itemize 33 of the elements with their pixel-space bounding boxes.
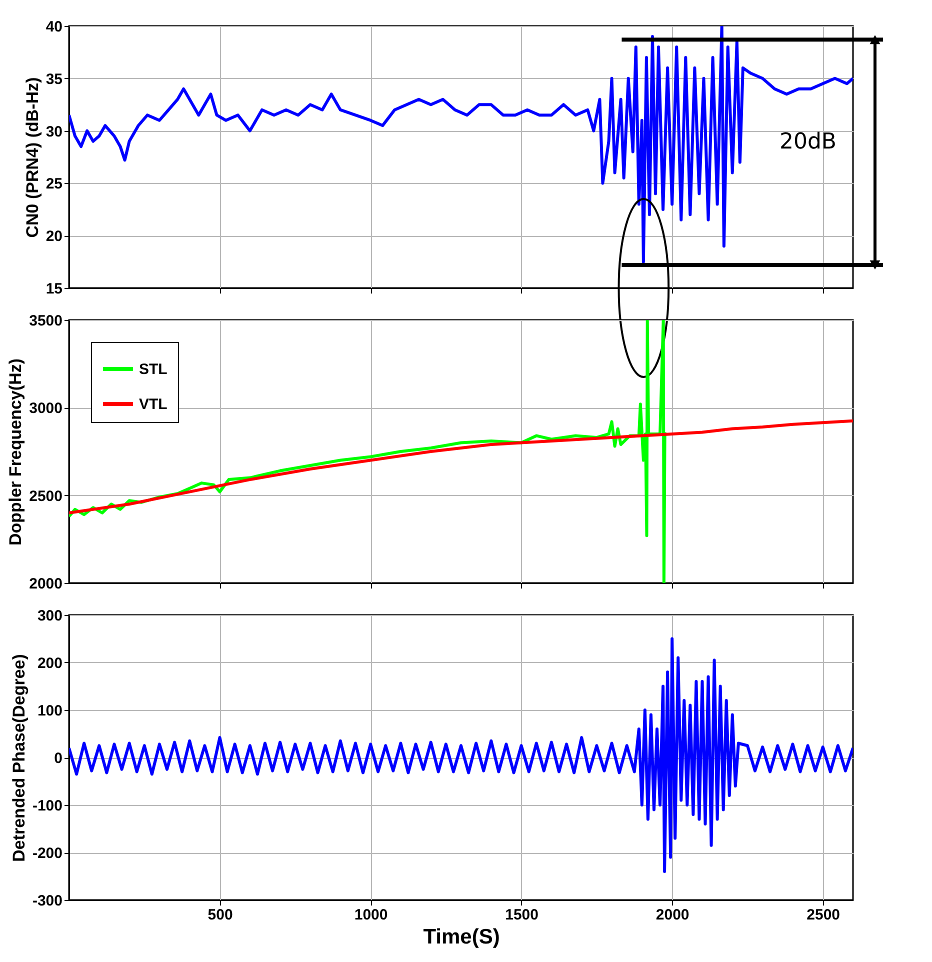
y-tick-label: -100 [32, 798, 62, 814]
y-tick-label: 0 [54, 750, 62, 767]
y-axis-title: CN0 (PRN4) (dB-Hz) [22, 77, 42, 238]
y-tick-label: 20 [46, 228, 62, 246]
y-tick-label: 25 [46, 176, 62, 193]
legend-label: STL [139, 361, 168, 378]
y-tick-label: 35 [46, 70, 62, 88]
y-tick-label: 2000 [29, 576, 62, 592]
line-series [69, 26, 853, 264]
y-tick-label: 40 [46, 18, 62, 36]
x-tick-label: 1000 [354, 906, 388, 924]
y-tick-label: 200 [37, 655, 62, 672]
y-tick-label: -200 [32, 845, 62, 862]
y-tick-label: 100 [37, 702, 62, 720]
x-axis-title: Time(S) [423, 926, 500, 948]
y-tick-label: 3000 [29, 400, 62, 418]
x-tick-label: 2500 [806, 906, 840, 924]
y-tick-label: 3500 [29, 312, 62, 330]
y-tick-label: 2500 [29, 488, 62, 505]
line-series [69, 419, 853, 514]
legend-label: VTL [139, 396, 168, 413]
y-axis-title: Detrended Phase(Degree) [9, 654, 28, 862]
x-tick-label: 2000 [656, 906, 690, 924]
y-tick-label: 15 [46, 280, 62, 298]
x-tick-label: 500 [208, 906, 233, 924]
x-tick-label: 1500 [505, 906, 538, 924]
annotation: 20dB [779, 129, 837, 154]
line-series [69, 637, 853, 873]
y-tick-label: 30 [46, 123, 62, 140]
y-axis-title: Doppler Frequency(Hz) [6, 358, 26, 546]
y-tick-label: -300 [32, 892, 62, 910]
y-tick-label: 300 [37, 608, 62, 624]
line-series [69, 320, 666, 583]
